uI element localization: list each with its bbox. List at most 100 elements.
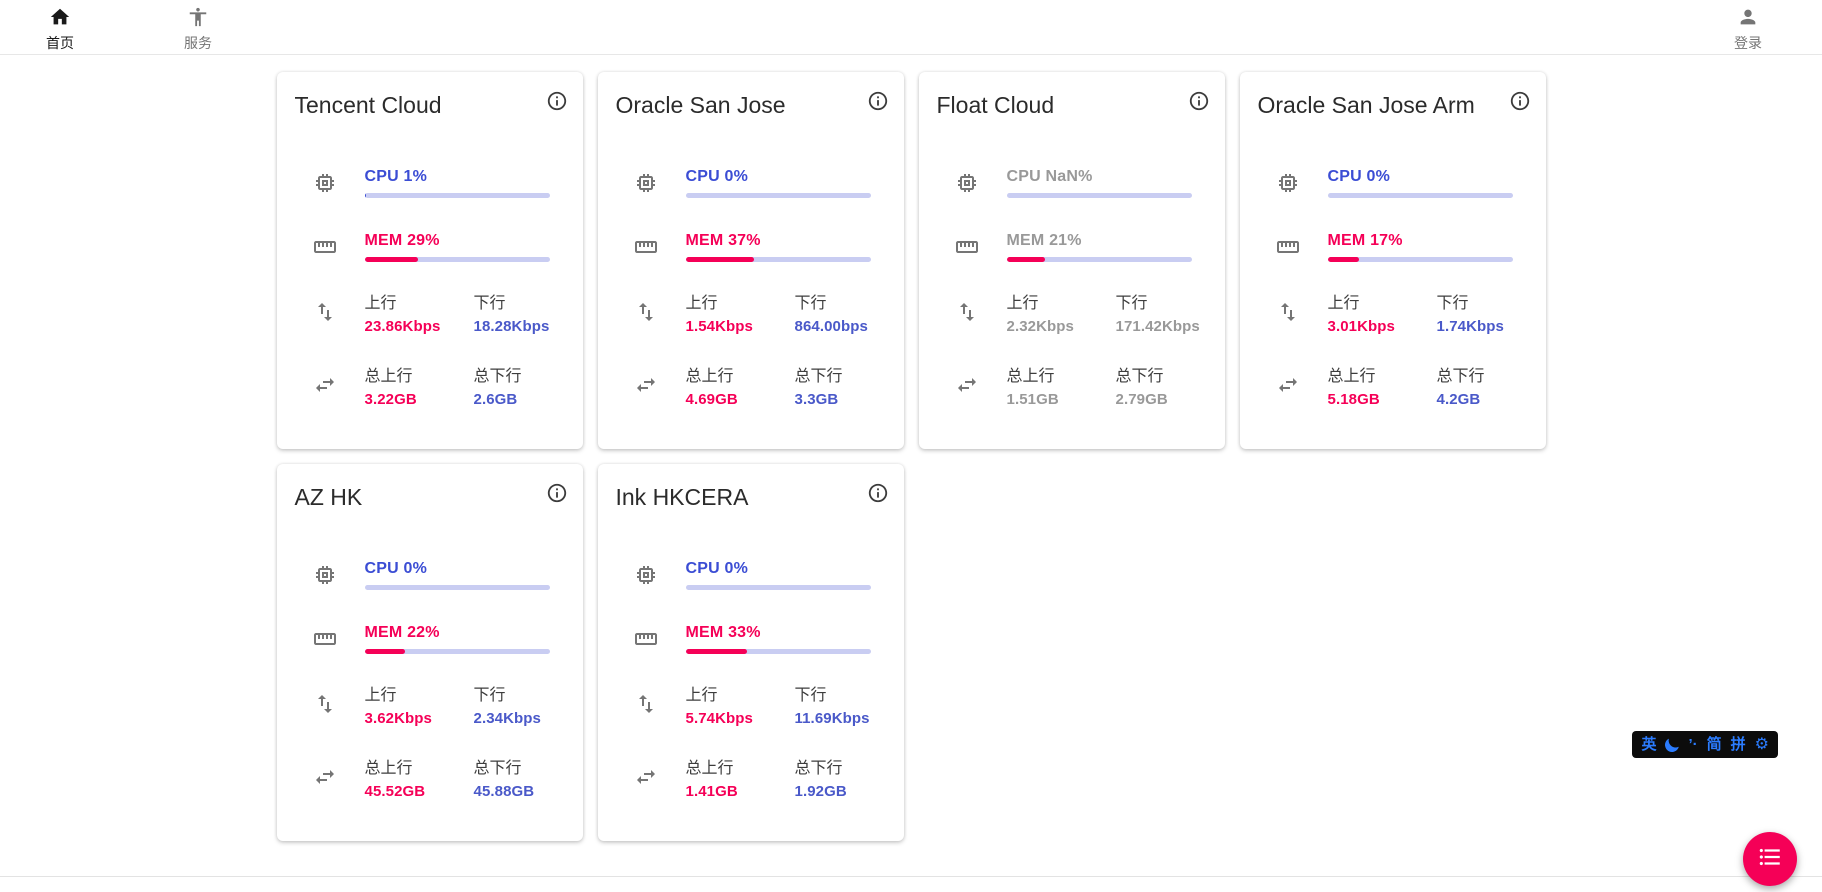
cpu-meter: CPU 1%	[364, 168, 550, 198]
net-total-row: 总上行 3.22GB 总下行 2.6GB	[277, 362, 583, 408]
updown-arrows-icon	[1240, 300, 1328, 324]
cpu-progress-bar	[685, 193, 871, 198]
upload-col: 上行 1.54Kbps	[686, 289, 795, 335]
mem-meter: MEM 21%	[1006, 232, 1192, 262]
mem-usage-label: MEM 29%	[364, 232, 440, 249]
card-header: AZ HK	[277, 464, 583, 514]
net-speed-cols: 上行 1.54Kbps 下行 864.00bps	[686, 289, 886, 335]
ruler-icon	[919, 235, 1007, 259]
net-total-cols: 总上行 3.22GB 总下行 2.6GB	[365, 362, 565, 408]
mem-usage-label: MEM 17%	[1327, 232, 1403, 249]
net-speed-row: 上行 3.01Kbps 下行 1.74Kbps	[1240, 289, 1546, 335]
gear-icon[interactable]: ⚙	[1754, 736, 1769, 753]
cpu-meter: CPU 0%	[685, 560, 871, 590]
nav-item-services[interactable]: 服务	[160, 2, 236, 53]
total-download-label: 总下行	[473, 760, 522, 777]
ruler-icon	[277, 627, 365, 651]
nav-item-login[interactable]: 登录	[1710, 2, 1786, 53]
cpu-progress-bar	[1327, 193, 1513, 198]
total-upload-col: 总上行 45.52GB	[365, 754, 474, 800]
total-download-col: 总下行 3.3GB	[795, 362, 886, 408]
info-icon[interactable]	[867, 90, 889, 112]
cpu-progress-bar	[364, 585, 550, 590]
total-upload-col: 总上行 4.69GB	[686, 362, 795, 408]
mem-row: MEM 22%	[277, 624, 583, 654]
mem-usage-label: MEM 37%	[685, 232, 761, 249]
nav-services-label: 服务	[184, 34, 212, 51]
upload-value: 23.86Kbps	[364, 318, 441, 335]
ime-language-toggle[interactable]: 英	[1641, 736, 1657, 753]
net-total-row: 总上行 1.41GB 总下行 1.92GB	[598, 754, 904, 800]
cpu-meter: CPU 0%	[364, 560, 550, 590]
download-value: 864.00bps	[794, 318, 868, 335]
download-value: 2.34Kbps	[473, 710, 541, 727]
list-icon	[1757, 844, 1783, 875]
mem-usage-label: MEM 33%	[685, 624, 761, 641]
mem-progress-fill	[685, 257, 754, 262]
cpu-progress-fill	[364, 193, 367, 198]
mem-progress-fill	[364, 649, 406, 654]
total-upload-value: 3.22GB	[364, 391, 417, 408]
download-label: 下行	[1115, 295, 1148, 312]
ime-pinyin-toggle[interactable]: 拼	[1730, 736, 1746, 753]
net-speed-cols: 上行 5.74Kbps 下行 11.69Kbps	[686, 681, 886, 727]
total-upload-label: 总上行	[364, 368, 413, 385]
total-download-value: 1.92GB	[794, 783, 847, 800]
ruler-icon	[1240, 235, 1328, 259]
cpu-usage-label: CPU 0%	[364, 560, 428, 577]
upload-col: 上行 5.74Kbps	[686, 681, 795, 727]
info-icon[interactable]	[867, 482, 889, 504]
download-label: 下行	[1436, 295, 1469, 312]
total-download-label: 总下行	[473, 368, 522, 385]
server-card: AZ HK CPU 0% MEM 22%	[276, 464, 583, 841]
swap-arrows-icon	[1240, 373, 1328, 397]
nav-item-home[interactable]: 首页	[22, 2, 98, 53]
info-icon[interactable]	[546, 482, 568, 504]
cpu-row: CPU 0%	[598, 560, 904, 590]
moon-icon[interactable]	[1663, 736, 1681, 754]
net-speed-cols: 上行 23.86Kbps 下行 18.28Kbps	[365, 289, 565, 335]
mem-meter: MEM 37%	[685, 232, 871, 262]
total-upload-label: 总上行	[685, 760, 734, 777]
total-upload-label: 总上行	[364, 760, 413, 777]
card-header: Tencent Cloud	[277, 72, 583, 122]
swap-arrows-icon	[277, 765, 365, 789]
info-icon[interactable]	[1509, 90, 1531, 112]
swap-arrows-icon	[598, 373, 686, 397]
download-value: 1.74Kbps	[1436, 318, 1504, 335]
cpu-meter: CPU NaN%	[1006, 168, 1192, 198]
net-total-cols: 总上行 5.18GB 总下行 4.2GB	[1328, 362, 1528, 408]
upload-col: 上行 2.32Kbps	[1007, 289, 1116, 335]
mem-meter: MEM 22%	[364, 624, 550, 654]
cpu-row: CPU 0%	[1240, 168, 1546, 198]
net-speed-cols: 上行 2.32Kbps 下行 171.42Kbps	[1007, 289, 1207, 335]
info-icon[interactable]	[546, 90, 568, 112]
cpu-chip-icon	[277, 171, 365, 195]
net-speed-row: 上行 5.74Kbps 下行 11.69Kbps	[598, 681, 904, 727]
upload-value: 3.62Kbps	[364, 710, 432, 727]
ruler-icon	[598, 235, 686, 259]
ime-punctuation-toggle[interactable]: ’·	[1688, 736, 1698, 753]
total-download-label: 总下行	[794, 760, 843, 777]
mem-meter: MEM 29%	[364, 232, 550, 262]
mem-progress-bar	[685, 257, 871, 262]
download-col: 下行 1.74Kbps	[1437, 289, 1528, 335]
mem-row: MEM 37%	[598, 232, 904, 262]
server-name: Ink HKCERA	[615, 484, 749, 510]
card-header: Oracle San Jose	[598, 72, 904, 122]
total-download-value: 45.88GB	[473, 783, 535, 800]
total-upload-value: 5.18GB	[1327, 391, 1380, 408]
mem-row: MEM 29%	[277, 232, 583, 262]
info-icon[interactable]	[1188, 90, 1210, 112]
person-icon	[1737, 6, 1759, 31]
total-upload-value: 4.69GB	[685, 391, 738, 408]
ime-simplified-toggle[interactable]: 简	[1706, 736, 1722, 753]
upload-col: 上行 3.62Kbps	[365, 681, 474, 727]
accessibility-icon	[187, 6, 209, 31]
cpu-progress-bar	[1006, 193, 1192, 198]
server-list-fab[interactable]	[1743, 832, 1797, 886]
download-col: 下行 864.00bps	[795, 289, 886, 335]
total-download-value: 2.6GB	[473, 391, 518, 408]
download-label: 下行	[794, 687, 827, 704]
net-total-cols: 总上行 1.41GB 总下行 1.92GB	[686, 754, 886, 800]
